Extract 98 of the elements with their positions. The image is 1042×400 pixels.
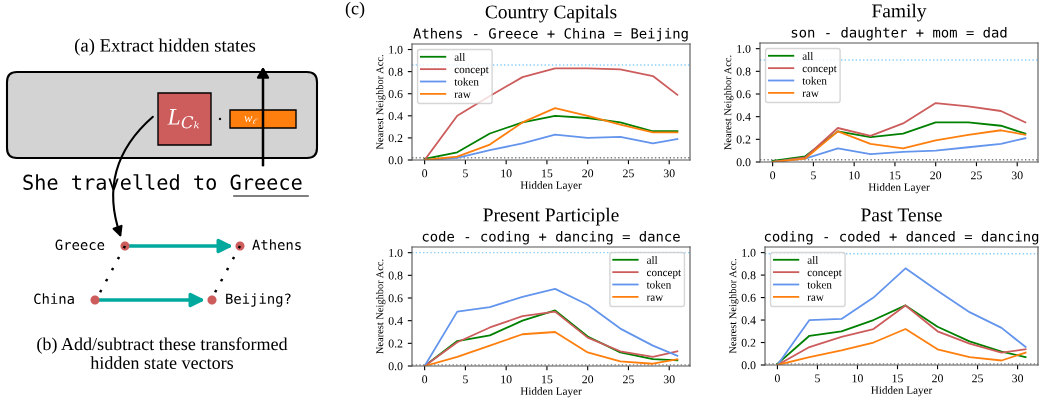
y-tick-label: 0.6 — [388, 294, 403, 303]
legend-label: all — [807, 255, 819, 264]
x-tick-label: 10 — [501, 375, 512, 384]
y-tick-label: 0.8 — [388, 271, 403, 280]
chart-title: Present Participle — [483, 207, 619, 226]
x-tick-label: 0 — [774, 374, 780, 383]
line-series — [423, 288, 679, 366]
y-tick-label: 0.8 — [388, 67, 403, 76]
y-tick-label: 0.0 — [741, 361, 756, 370]
y-tick-label: 0.0 — [388, 362, 403, 371]
y-tick-label: 1.0 — [389, 45, 403, 54]
x-tick-label: 30 — [663, 169, 675, 178]
y-tick-label: 0.6 — [736, 90, 751, 99]
chart-subtitle: Athens - Greece + China = Beijing — [413, 27, 688, 42]
x-tick-label: 0 — [770, 171, 776, 180]
chart-subtitle: son - daughter + mom = dad — [791, 26, 1007, 41]
x-tick-label: 25 — [971, 171, 982, 180]
line-series — [771, 121, 1027, 162]
y-tick-label: 0.2 — [388, 339, 403, 348]
y-tick-label: 0.0 — [736, 158, 751, 167]
y-tick-label: 0.4 — [736, 112, 751, 121]
legend-label: raw — [454, 92, 471, 98]
x-tick-label: 30 — [1011, 171, 1023, 180]
x-tick-label: 5 — [463, 375, 468, 384]
x-tick-label: 30 — [663, 375, 675, 384]
x-tick-label: 5 — [811, 171, 816, 180]
legend-label: raw — [646, 295, 664, 301]
y-tick-label: 0.6 — [741, 293, 756, 302]
x-tick-label: 10 — [852, 374, 863, 383]
legend-label: concept — [646, 269, 682, 279]
x-tick-label: 15 — [542, 375, 553, 384]
x-tick-label: 5 — [815, 374, 820, 383]
chart-title: Past Tense — [861, 208, 942, 222]
x-tick-label: 0 — [422, 169, 428, 178]
legend-label: all — [646, 255, 658, 264]
x-axis-title: Hidden Layer — [520, 387, 582, 398]
text: L$_{Cₖ}$ — [167, 109, 200, 129]
x-tick-label: 10 — [849, 171, 860, 180]
legend-label: concept — [802, 65, 837, 75]
y-axis-title: Nearest Neighbor Acc. — [728, 259, 739, 354]
line-series — [423, 67, 679, 160]
legend-label: all — [802, 51, 814, 60]
x-tick-label: 20 — [582, 169, 594, 178]
legend-label: token — [802, 76, 827, 85]
text: China — [34, 293, 74, 305]
x-tick-label: 0 — [422, 375, 428, 384]
x-tick-label: 5 — [463, 169, 468, 178]
text: Greece — [55, 239, 105, 251]
y-tick-label: 1.0 — [737, 44, 751, 53]
legend-label: raw — [807, 295, 824, 301]
y-axis-title: Nearest Neighbor Acc. — [375, 259, 386, 354]
text: Beijing? — [226, 293, 291, 307]
x-tick-label: 30 — [1012, 374, 1024, 383]
y-tick-label: 0.6 — [388, 89, 403, 98]
y-tick-label: 0.8 — [741, 271, 756, 280]
legend-label: raw — [802, 91, 819, 97]
y-tick-label: 0.2 — [736, 135, 751, 144]
chart-subtitle: coding - coded + danced = dancing — [764, 230, 1039, 245]
y-tick-label: 1.0 — [742, 248, 756, 257]
y-axis-title: Nearest Neighbor Acc. — [375, 55, 386, 150]
y-tick-label: 1.0 — [389, 248, 403, 257]
x-tick-label: 20 — [930, 171, 942, 180]
y-tick-label: 0.2 — [388, 134, 403, 143]
y-tick-label: 0.4 — [388, 112, 403, 121]
y-tick-label: 0.4 — [741, 316, 756, 325]
x-tick-label: 20 — [932, 374, 943, 383]
line-series — [776, 304, 1027, 365]
legend-label: concept — [454, 66, 489, 76]
text: Athens — [252, 239, 301, 251]
x-tick-label: 15 — [890, 171, 901, 180]
legend-label: token — [807, 280, 832, 289]
x-tick-label: 25 — [623, 375, 634, 384]
text: (b) Add/subtract these transformed hidden state vectors — [37, 337, 288, 370]
y-tick-label: 0.2 — [741, 338, 756, 347]
legend-label: token — [646, 280, 672, 289]
legend-label: concept — [807, 269, 842, 279]
chart-title: Country Capitals — [485, 4, 617, 23]
text: w$_{ℓ}$ — [244, 116, 258, 125]
x-axis-title: Hidden Layer — [871, 386, 933, 397]
text: (c) — [345, 1, 365, 19]
legend-label: token — [454, 77, 479, 86]
x-tick-label: 10 — [501, 169, 512, 178]
x-axis-title: Hidden Layer — [520, 181, 582, 192]
x-tick-label: 15 — [892, 374, 903, 383]
x-tick-label: 15 — [542, 169, 553, 178]
x-tick-label: 20 — [582, 375, 594, 384]
legend-label: all — [454, 52, 466, 61]
text: (a) Extract hidden states — [74, 38, 256, 56]
x-tick-label: 25 — [972, 374, 983, 383]
y-tick-label: 0.0 — [388, 156, 403, 165]
line-series — [776, 267, 1027, 365]
y-tick-label: 0.4 — [388, 316, 403, 325]
x-axis-title: Hidden Layer — [868, 183, 930, 194]
y-tick-label: 0.8 — [736, 67, 751, 76]
x-tick-label: 25 — [623, 169, 634, 178]
chart-subtitle: code - coding + dancing = dance — [422, 230, 680, 245]
chart-title: Family — [872, 3, 927, 22]
y-axis-title: Nearest Neighbor Acc. — [723, 55, 734, 150]
